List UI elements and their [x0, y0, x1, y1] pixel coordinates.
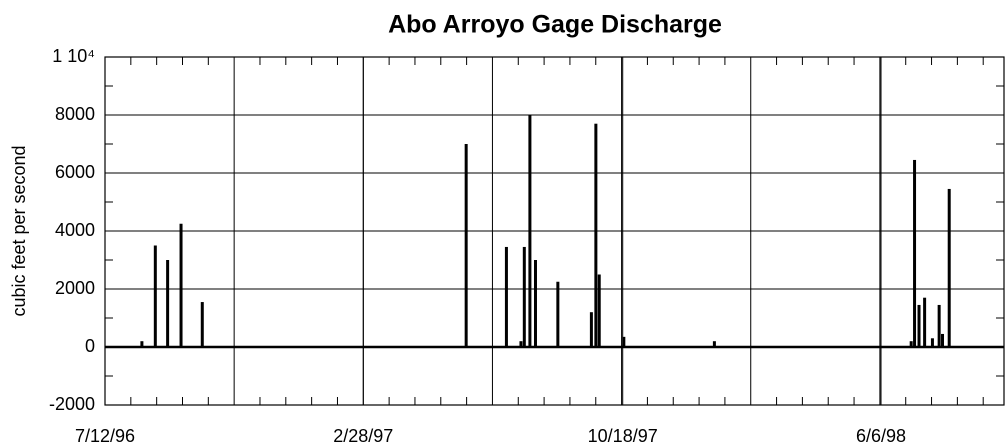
y-tick-label: 2000: [55, 278, 95, 298]
bar: [200, 302, 204, 347]
x-tick-label: 6/6/98: [856, 426, 906, 445]
bar: [913, 159, 917, 347]
bar: [937, 304, 941, 347]
bar: [917, 304, 921, 347]
bar: [522, 246, 526, 347]
bar: [622, 336, 626, 347]
bar: [947, 188, 951, 347]
bar: [594, 123, 598, 347]
bar: [930, 338, 934, 347]
bar: [941, 333, 945, 347]
bar: [528, 115, 532, 347]
y-tick-label: 0: [85, 336, 95, 356]
bar: [519, 341, 523, 347]
plot-frame: [104, 56, 1005, 406]
bar: [153, 245, 157, 347]
y-tick-label: 6000: [55, 162, 95, 182]
bar: [589, 312, 593, 347]
bar: [712, 341, 716, 347]
bar: [464, 144, 468, 347]
bar: [140, 341, 144, 347]
chart-title: Abo Arroyo Gage Discharge: [388, 11, 722, 39]
y-axis-label: cubic feet per second: [9, 145, 29, 316]
y-tick-label: -2000: [49, 394, 95, 414]
y-tick-label: 1 10⁴: [52, 46, 95, 66]
bar: [556, 281, 560, 347]
x-tick-label: 10/18/97: [588, 426, 658, 445]
bar: [923, 297, 927, 347]
bar: [179, 223, 183, 347]
bar: [533, 260, 537, 347]
x-tick-label: 2/28/97: [333, 426, 393, 445]
y-tick-label: 8000: [55, 104, 95, 124]
x-tick-label: 7/12/96: [75, 426, 135, 445]
bar: [909, 341, 913, 347]
y-tick-label: 4000: [55, 220, 95, 240]
bar: [504, 246, 508, 347]
bar: [166, 260, 170, 347]
bar: [597, 274, 601, 347]
